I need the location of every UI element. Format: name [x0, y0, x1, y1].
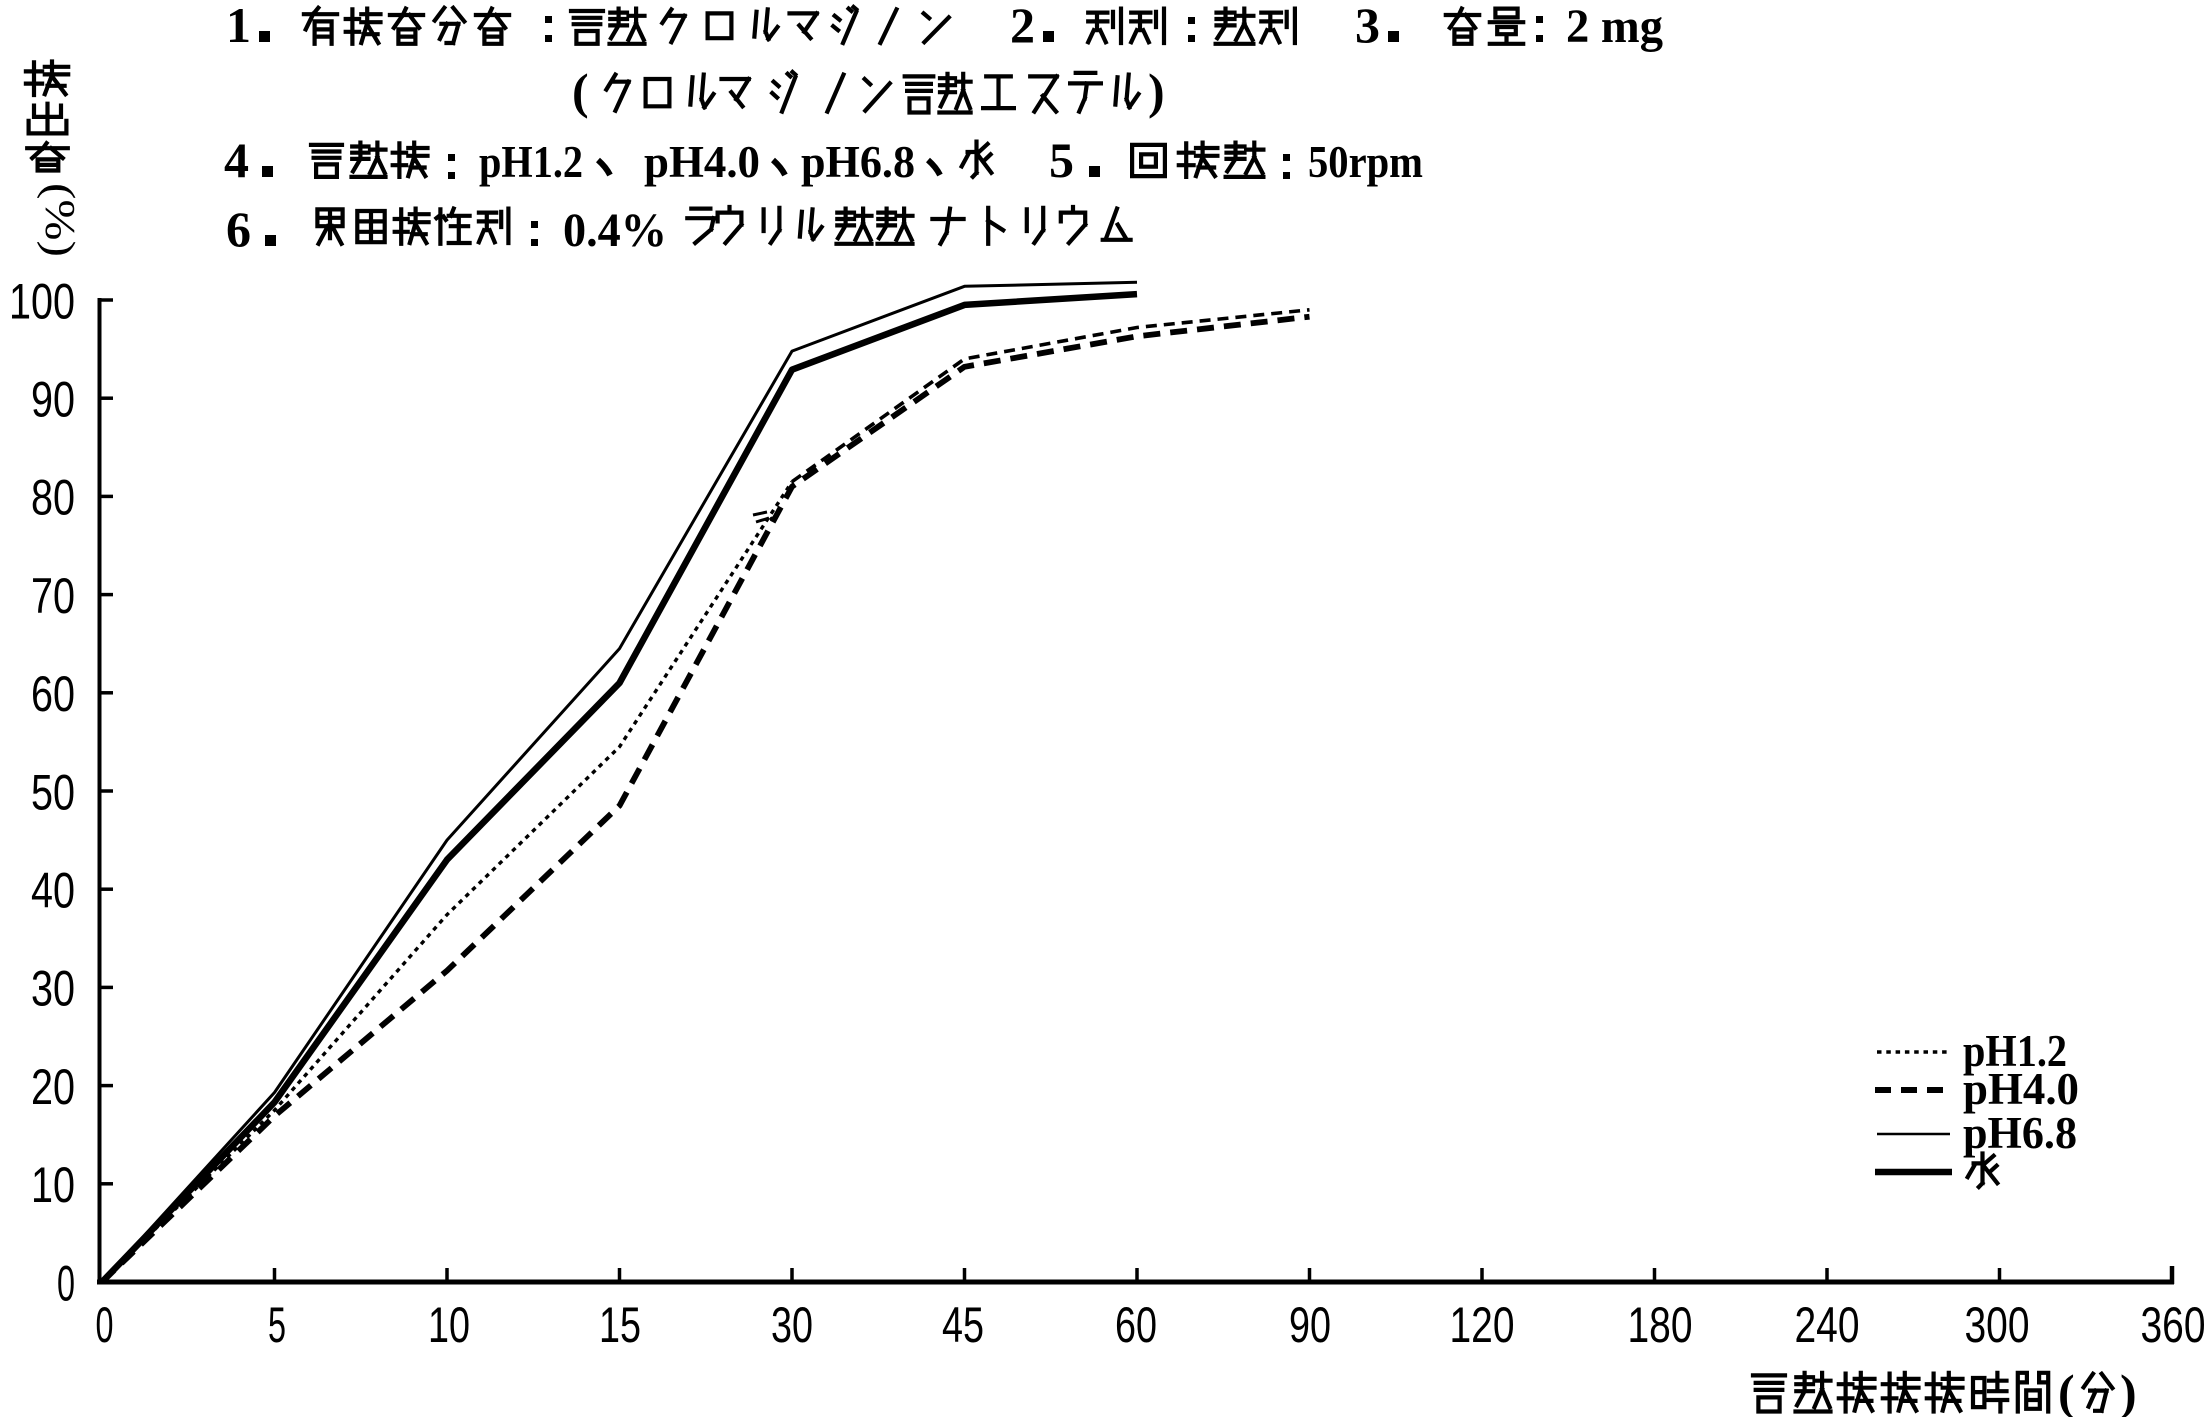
svg-text:60: 60: [31, 666, 75, 722]
svg-text:120: 120: [1450, 1297, 1515, 1353]
svg-text:10: 10: [428, 1297, 470, 1353]
svg-text:60: 60: [1115, 1297, 1157, 1353]
svg-text:30: 30: [771, 1297, 813, 1353]
svg-text:180: 180: [1628, 1297, 1693, 1353]
svg-text:15: 15: [599, 1297, 641, 1353]
svg-text:100: 100: [9, 273, 75, 329]
svg-text:300: 300: [1965, 1297, 2030, 1353]
svg-text:6: 6: [226, 201, 251, 257]
svg-text:(%): (%): [36, 183, 82, 257]
svg-text:): ): [1148, 63, 1165, 119]
svg-text:40: 40: [31, 863, 75, 919]
svg-text:0: 0: [96, 1297, 114, 1353]
svg-text:20: 20: [31, 1059, 75, 1115]
svg-text:pH4.0: pH4.0: [1963, 1064, 2079, 1114]
svg-text:2 mg: 2 mg: [1566, 0, 1663, 53]
svg-text:0.4%: 0.4%: [563, 204, 667, 257]
svg-text:(: (: [2058, 1364, 2075, 1417]
svg-text:5: 5: [268, 1297, 286, 1353]
svg-text:pH1.2: pH1.2: [1963, 1026, 2067, 1076]
svg-text:30: 30: [31, 961, 75, 1017]
svg-text:50rpm: 50rpm: [1308, 137, 1423, 187]
svg-text:90: 90: [31, 372, 75, 428]
svg-text:2: 2: [1010, 0, 1035, 53]
svg-text:80: 80: [31, 470, 75, 526]
svg-text:90: 90: [1289, 1297, 1331, 1353]
svg-text:0: 0: [57, 1255, 75, 1311]
svg-text:50: 50: [31, 764, 75, 820]
svg-text:): ): [2120, 1364, 2137, 1417]
svg-text:4: 4: [224, 132, 249, 188]
svg-text:240: 240: [1795, 1297, 1860, 1353]
svg-text:5: 5: [1049, 132, 1074, 188]
svg-text:pH6.8: pH6.8: [801, 137, 915, 187]
svg-text:pH1.2: pH1.2: [479, 137, 583, 187]
svg-text:45: 45: [942, 1297, 984, 1353]
svg-text:360: 360: [2141, 1297, 2206, 1353]
svg-text:pH4.0: pH4.0: [644, 137, 760, 187]
svg-text:3: 3: [1355, 0, 1380, 53]
svg-text:1: 1: [226, 0, 251, 53]
svg-text:pH6.8: pH6.8: [1963, 1108, 2077, 1158]
svg-text:(: (: [572, 63, 589, 119]
svg-text:10: 10: [31, 1157, 75, 1213]
svg-text:70: 70: [31, 568, 75, 624]
